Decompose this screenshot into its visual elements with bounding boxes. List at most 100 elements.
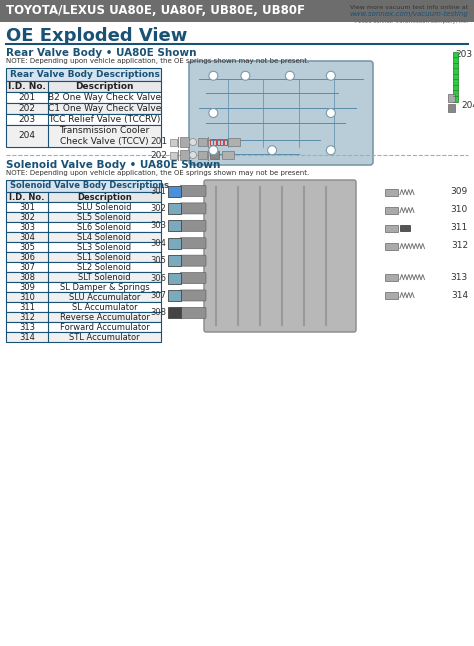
Text: 307: 307 [150,291,166,300]
Text: 303: 303 [19,222,35,231]
Text: 311: 311 [451,224,468,233]
Bar [168,290,181,301]
Bar [6,81,161,92]
Bar [385,225,398,231]
Bar [385,189,398,196]
Circle shape [190,138,197,145]
Text: 314: 314 [451,291,468,300]
Bar [210,139,213,145]
Circle shape [285,71,294,80]
Bar [6,232,161,242]
Text: SLT Solenoid: SLT Solenoid [78,273,131,282]
Text: 304: 304 [150,239,166,247]
Text: 306: 306 [19,253,35,262]
Text: 304: 304 [19,233,35,242]
Bar [168,307,181,318]
Text: SL4 Solenoid: SL4 Solenoid [78,233,131,242]
Text: 201: 201 [150,138,167,147]
Text: 312: 312 [19,313,35,322]
Bar [224,139,227,145]
Bar [385,291,398,298]
Text: SLU Solenoid: SLU Solenoid [77,202,132,211]
Bar [6,125,161,147]
Text: SL5 Solenoid: SL5 Solenoid [78,213,131,222]
Text: NOTE: Depending upon vehicle application, the OE springs shown may not be presen: NOTE: Depending upon vehicle application… [6,170,309,176]
Text: 309: 309 [19,282,35,291]
Bar [220,139,224,145]
Text: 309: 309 [451,187,468,196]
FancyBboxPatch shape [180,290,206,301]
Bar [385,273,398,280]
Text: Reverse Accumulator: Reverse Accumulator [60,313,149,322]
Text: B2 One Way Check Valve: B2 One Way Check Valve [48,93,161,102]
Text: SL Damper & Springs: SL Damper & Springs [60,282,149,291]
Text: www.sonnax.com/vacuum-testing: www.sonnax.com/vacuum-testing [349,11,468,17]
Bar [6,312,161,322]
Text: NOTE: Depending upon vehicle application, the OE springs shown may not be presen: NOTE: Depending upon vehicle application… [6,58,309,64]
FancyBboxPatch shape [180,185,206,196]
Bar [6,202,161,212]
Text: ©2023 Sonnax Transmission Company, Inc.: ©2023 Sonnax Transmission Company, Inc. [353,18,468,24]
Bar [168,185,181,196]
Text: 312: 312 [451,242,468,251]
Text: 307: 307 [19,262,35,271]
Text: Solenoid Valve Body • UA80E Shown: Solenoid Valve Body • UA80E Shown [6,160,220,170]
Text: Description: Description [77,193,132,202]
Text: 301: 301 [150,187,166,196]
Text: 310: 310 [451,205,468,214]
Circle shape [190,152,197,158]
Text: 305: 305 [19,242,35,251]
FancyBboxPatch shape [180,255,206,266]
Bar [6,262,161,272]
Text: SL6 Solenoid: SL6 Solenoid [77,222,132,231]
Text: SL Accumulator: SL Accumulator [72,302,137,311]
Circle shape [326,71,335,80]
Text: 202: 202 [18,104,36,113]
Text: 204: 204 [461,101,474,110]
Text: Transmission Cooler
Check Valve (TCCV): Transmission Cooler Check Valve (TCCV) [59,127,150,146]
Text: 301: 301 [19,202,35,211]
Text: 313: 313 [19,322,35,331]
Bar [170,152,177,158]
Text: Solenoid Valve Body Descriptions: Solenoid Valve Body Descriptions [10,182,169,191]
FancyBboxPatch shape [180,220,206,231]
Text: SLU Accumulator: SLU Accumulator [69,293,140,302]
Bar [168,255,181,266]
Bar [448,104,455,112]
Text: View more vacuum test info online at: View more vacuum test info online at [350,5,468,10]
Bar [168,203,181,214]
FancyBboxPatch shape [180,273,206,284]
Bar [385,207,398,213]
Bar [213,139,217,145]
FancyBboxPatch shape [204,180,356,332]
Text: I.D. No.: I.D. No. [8,82,46,91]
Bar [6,302,161,312]
Bar [198,138,207,146]
FancyBboxPatch shape [180,307,206,318]
Bar [400,225,410,231]
Text: 310: 310 [19,293,35,302]
FancyBboxPatch shape [180,203,206,214]
FancyBboxPatch shape [189,61,373,165]
Text: 306: 306 [150,273,166,282]
Text: 203: 203 [18,115,36,124]
Circle shape [209,109,218,118]
Bar [170,138,177,145]
Bar [6,180,161,192]
Bar [6,252,161,262]
Circle shape [209,71,218,80]
Text: 308: 308 [150,308,166,317]
Text: 311: 311 [19,302,35,311]
Text: Forward Accumulator: Forward Accumulator [60,322,149,331]
Bar [222,151,234,159]
Bar [6,222,161,232]
Text: SL3 Solenoid: SL3 Solenoid [77,242,132,251]
Text: 204: 204 [18,132,36,140]
Text: 305: 305 [150,256,166,265]
Text: SL2 Solenoid: SL2 Solenoid [78,262,131,271]
Bar [6,114,161,125]
Bar [180,150,189,160]
Text: I.D. No.: I.D. No. [9,193,45,202]
Bar [6,332,161,342]
Circle shape [326,109,335,118]
